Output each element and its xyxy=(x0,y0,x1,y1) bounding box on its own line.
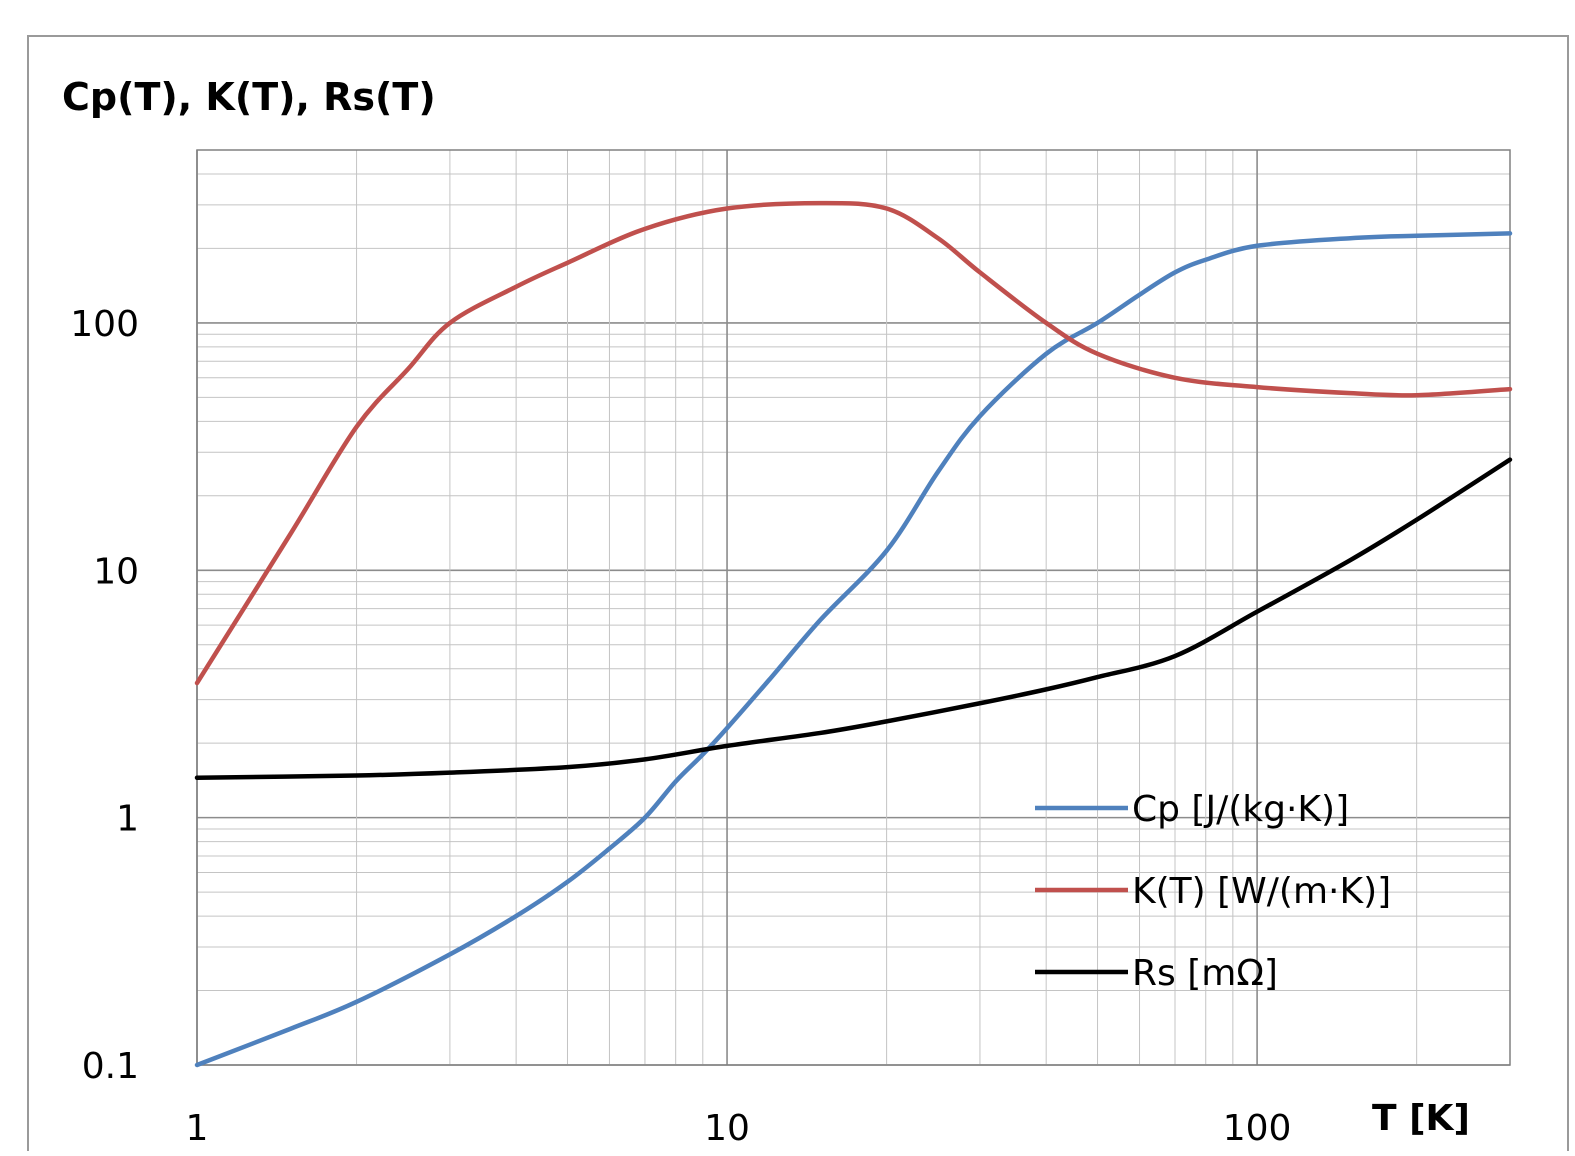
y-tick-label: 0.1 xyxy=(82,1046,139,1087)
x-axis-label: T [K] xyxy=(1372,1098,1470,1139)
series-layer xyxy=(194,200,1513,1068)
chart-title: Cp(T), K(T), Rs(T) xyxy=(62,75,436,119)
legend-label: K(T) [W/(m·K)] xyxy=(1132,871,1391,912)
series-line-rs xyxy=(194,457,1513,780)
series-line-cp xyxy=(194,231,1513,1068)
legend-item-cp: Cp [J/(kg·K)] xyxy=(1035,789,1349,830)
legend-label: Rs [mΩ] xyxy=(1132,953,1278,994)
x-tick-label: 100 xyxy=(1223,1108,1292,1149)
legend-item-k: K(T) [W/(m·K)] xyxy=(1035,871,1391,912)
grid xyxy=(196,149,1511,1066)
x-tick-label: 10 xyxy=(704,1108,750,1149)
legend-label: Cp [J/(kg·K)] xyxy=(1132,789,1349,830)
plot-area xyxy=(196,149,1511,1066)
y-tick-label: 1 xyxy=(116,799,139,840)
y-tick-label: 100 xyxy=(70,304,139,345)
x-tick-label: 1 xyxy=(186,1108,209,1149)
y-tick-labels: 0.1 1 10 100 xyxy=(70,304,139,1087)
y-tick-label: 10 xyxy=(93,551,139,592)
chart-frame xyxy=(27,35,1569,1156)
x-tick-labels: 1 10 100 xyxy=(186,1108,1292,1149)
legend-item-rs: Rs [mΩ] xyxy=(1035,953,1278,994)
legend: Cp [J/(kg·K)] K(T) [W/(m·K)] Rs [mΩ] xyxy=(1035,789,1391,994)
series-line-k xyxy=(194,200,1513,686)
